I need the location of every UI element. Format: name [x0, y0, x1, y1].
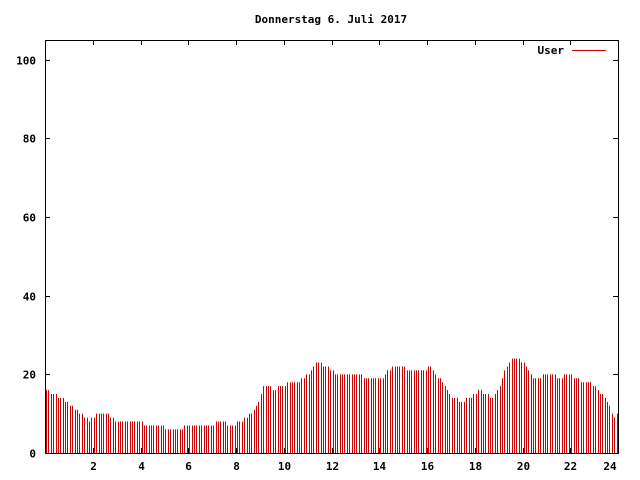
chart-title: Donnerstag 6. Juli 2017	[255, 13, 407, 26]
x-tick-label: 18	[469, 460, 482, 473]
x-tick-label: 24	[603, 460, 617, 473]
legend: User	[538, 44, 606, 57]
legend-label-user: User	[538, 44, 565, 57]
y-tick-label: 40	[23, 291, 36, 304]
y-axis: 0 20 40 60 80 100	[16, 55, 618, 461]
x-tick-label: 8	[233, 460, 240, 473]
x-tick-label: 16	[421, 460, 435, 473]
y-tick-label: 60	[23, 212, 36, 225]
x-tick-label: 2	[90, 460, 97, 473]
x-tick-label: 20	[517, 460, 530, 473]
x-tick-label: 4	[138, 460, 145, 473]
x-tick-label: 22	[564, 460, 577, 473]
y-tick-label: 80	[23, 133, 36, 146]
x-tick-label: 12	[326, 460, 339, 473]
x-tick-label: 14	[373, 460, 387, 473]
y-tick-label: 20	[23, 369, 36, 382]
bars	[46, 358, 618, 453]
x-tick-label: 6	[185, 460, 192, 473]
plot-border	[45, 40, 619, 454]
x-tick-label: 10	[278, 460, 291, 473]
x-axis: 2 4 6 8 10 12 14 16 18 20 22 24	[90, 40, 619, 473]
y-tick-label: 0	[29, 448, 36, 461]
y-tick-label: 100	[16, 55, 36, 68]
